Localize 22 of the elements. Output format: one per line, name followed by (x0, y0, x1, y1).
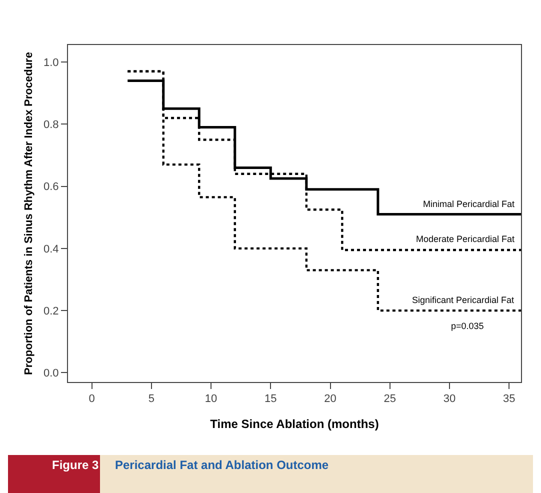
y-tick-label: 0.0 (44, 368, 59, 380)
series-label: Significant Pericardial Fat (412, 295, 515, 305)
x-tick-label: 15 (264, 393, 277, 406)
text: Figure 3 (52, 458, 99, 472)
annotation: p=0.035 (451, 321, 484, 331)
series-label: Minimal Pericardial Fat (423, 199, 516, 209)
y-tick-label: 0.4 (44, 243, 59, 256)
y-tick-label: 0.6 (44, 181, 59, 194)
x-tick-label: 20 (324, 393, 336, 406)
x-tick-label: 30 (443, 393, 456, 406)
x-tick-label: 5 (148, 393, 155, 406)
y-axis-title: Proportion of Patients in Sinus Rhythm After Index Procedure (23, 52, 36, 375)
x-tick-label: 35 (502, 393, 516, 406)
y-tick-label: 1.0 (44, 56, 59, 69)
text: Pericardial Fat and Ablation Outcome (115, 458, 329, 472)
y-tick-label: 0.8 (44, 119, 59, 132)
x-axis-title: Time Since Ablation (months) (210, 417, 379, 432)
series-label: Moderate Pericardial Fat (416, 234, 516, 244)
x-tick-label: 0 (88, 393, 95, 406)
y-tick-label: 0.2 (44, 305, 59, 318)
x-tick-label: 25 (384, 393, 396, 406)
x-tick-label: 10 (204, 393, 218, 406)
